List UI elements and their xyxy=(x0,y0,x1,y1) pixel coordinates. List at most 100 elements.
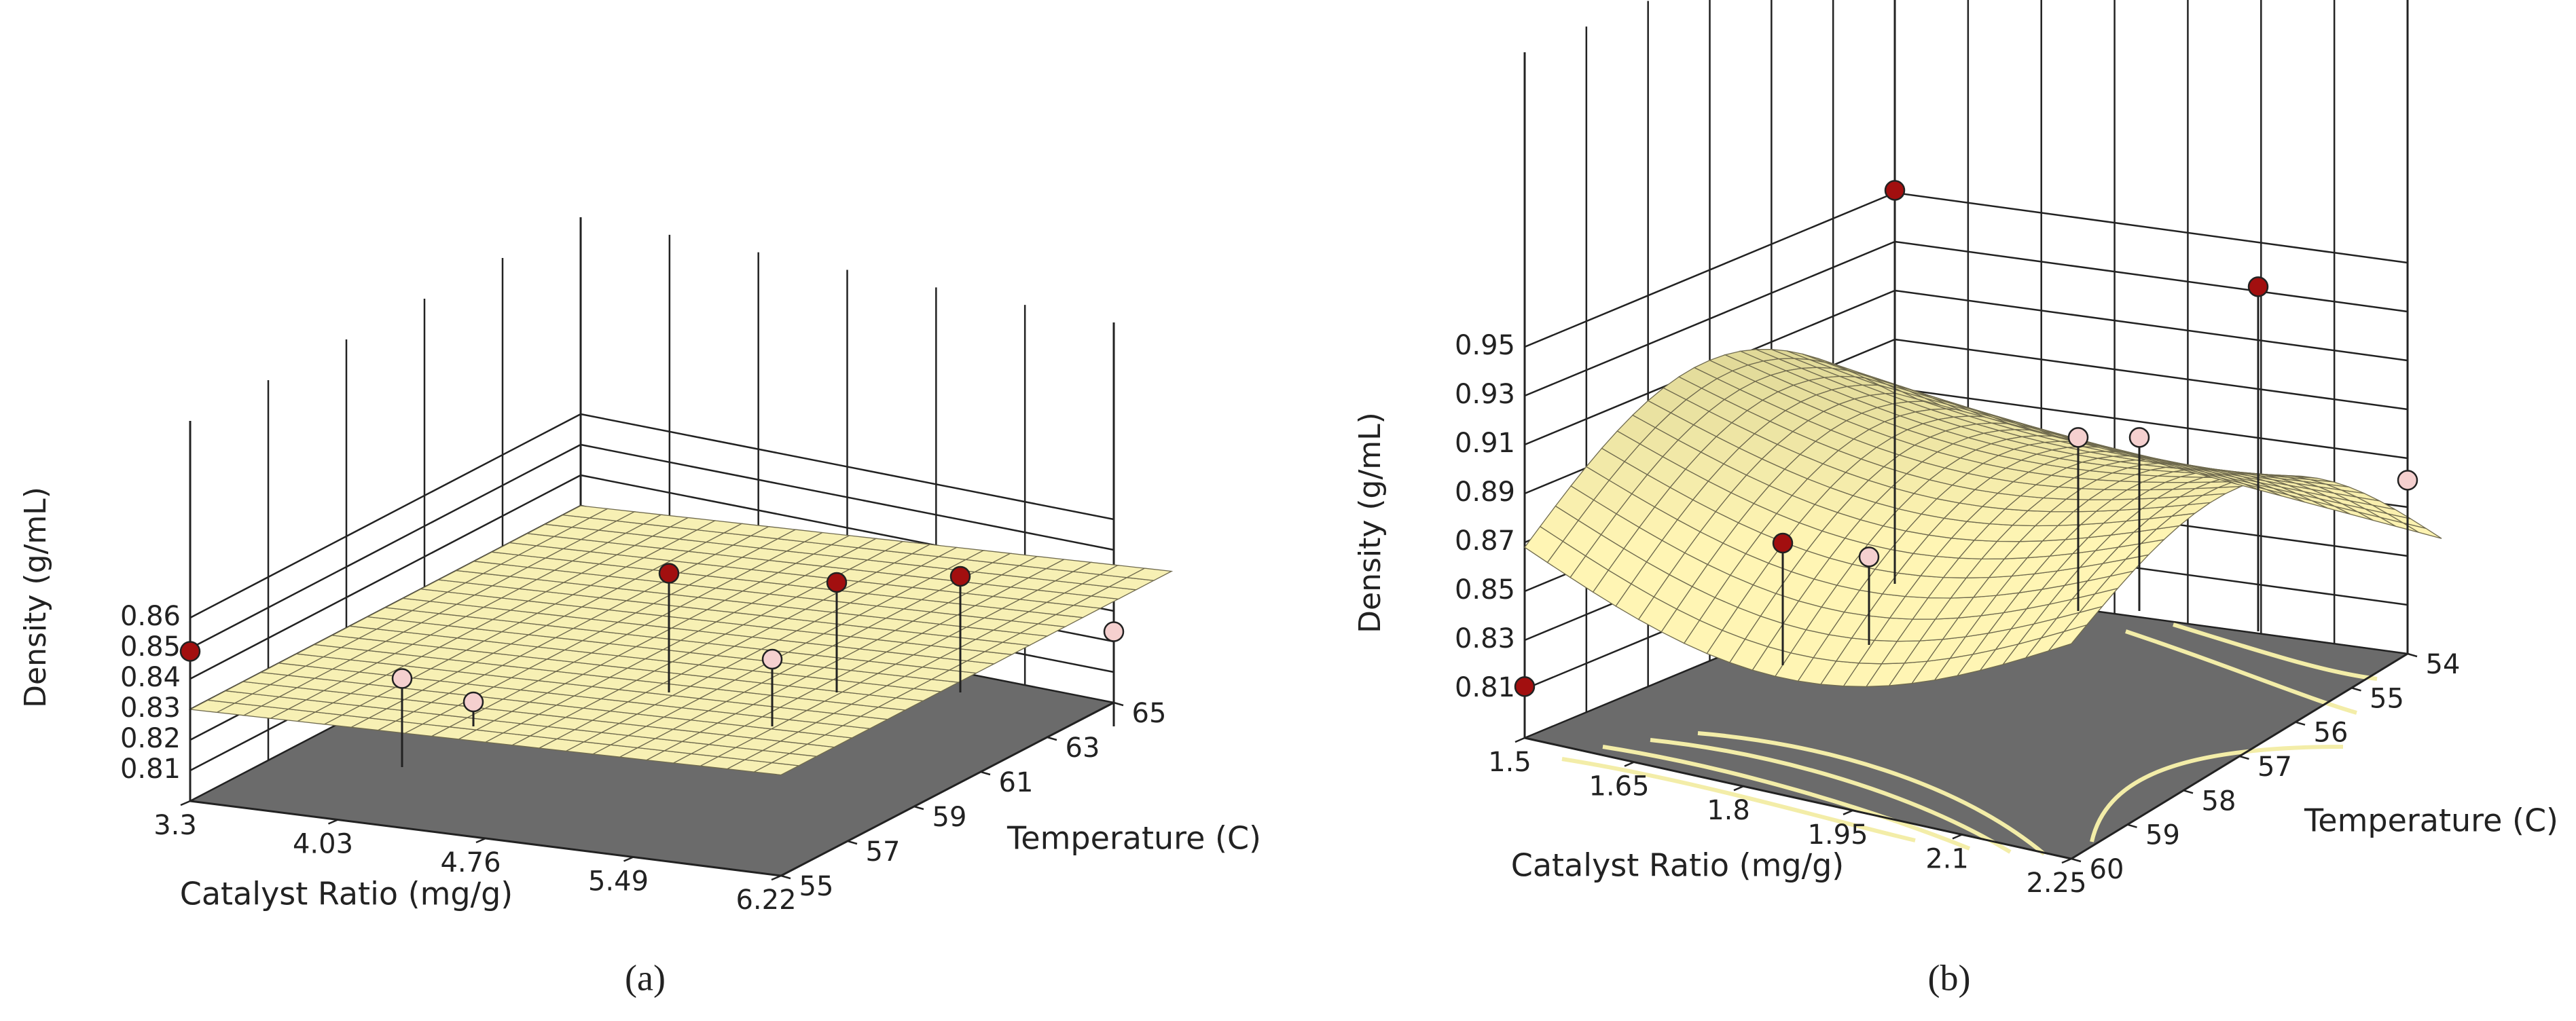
y-tick-label: 55 xyxy=(2370,683,2404,714)
contour-line xyxy=(2125,629,2357,715)
z-tick-label: 0.81 xyxy=(1455,672,1515,703)
z-tick-label: 0.82 xyxy=(120,723,181,754)
y-tick-mark xyxy=(2407,652,2418,658)
z-axis-title: Density (g/mL) xyxy=(1353,412,1387,633)
grid-line-right-wall xyxy=(1894,387,2408,460)
surface-cell xyxy=(2403,522,2442,539)
contour-line xyxy=(1602,745,1971,851)
z-tick-label: 0.95 xyxy=(1455,330,1515,361)
x-tick-label: 1.5 xyxy=(1488,747,1531,778)
z-tick-label: 0.85 xyxy=(120,631,181,663)
grid-line-right-wall xyxy=(1894,240,2408,313)
grid-line-left-wall xyxy=(189,413,581,619)
grid-line-right-wall xyxy=(1894,338,2408,411)
x-tick-mark xyxy=(180,800,191,806)
y-tick-mark xyxy=(2183,790,2194,794)
grid-line-right-wall xyxy=(1894,289,2408,362)
design-point-above xyxy=(1884,180,1906,201)
x-tick-mark xyxy=(623,856,634,862)
x-tick-label: 2.1 xyxy=(1925,843,1969,874)
x-tick-label: 1.95 xyxy=(1807,819,1868,851)
x-tick-label: 2.25 xyxy=(2026,868,2086,899)
design-point-below xyxy=(391,668,413,689)
design-point-above xyxy=(179,641,201,662)
y-tick-label: 57 xyxy=(2257,751,2292,783)
x-tick-label: 4.76 xyxy=(440,847,501,878)
y-tick-mark xyxy=(2351,687,2361,692)
x-tick-mark xyxy=(1733,785,1744,792)
design-point-below xyxy=(1858,546,1880,568)
panel-label: (a) xyxy=(625,957,666,998)
grid-line-left-wall xyxy=(189,443,581,650)
grid-line-left-wall xyxy=(189,474,581,680)
y-tick-label: 61 xyxy=(999,767,1034,798)
design-point-below xyxy=(761,648,783,670)
design-point-above xyxy=(2247,276,2269,297)
x-axis-title: Catalyst Ratio (mg/g) xyxy=(1511,847,1844,884)
y-tick-label: 59 xyxy=(2145,820,2180,851)
design-point-below xyxy=(2128,427,2150,448)
y-tick-mark xyxy=(1113,701,1124,707)
contour-line xyxy=(2090,745,2344,842)
z-tick-label: 0.83 xyxy=(120,692,181,724)
z-tick-label: 0.84 xyxy=(120,662,181,693)
contour-line xyxy=(1561,757,1916,842)
x-tick-label: 5.49 xyxy=(588,866,649,897)
y-tick-mark xyxy=(2071,857,2082,863)
design-point-below xyxy=(1103,621,1125,642)
y-tick-label: 54 xyxy=(2426,649,2461,680)
y-tick-label: 60 xyxy=(2090,854,2124,885)
x-tick-mark xyxy=(2061,857,2072,864)
design-point-above xyxy=(1772,532,1794,554)
x-tick-label: 1.8 xyxy=(1707,795,1750,826)
panel-label: (b) xyxy=(1928,957,1971,998)
grid-line-right-wall xyxy=(1894,191,2408,264)
x-tick-mark xyxy=(328,819,338,825)
y-tick-label: 65 xyxy=(1132,698,1167,729)
y-tick-label: 55 xyxy=(799,871,834,902)
y-tick-mark xyxy=(2239,755,2249,760)
design-point-below xyxy=(462,691,484,713)
y-tick-mark xyxy=(2295,721,2306,726)
x-tick-label: 6.22 xyxy=(736,885,796,916)
x-tick-mark xyxy=(1624,761,1635,767)
y-tick-label: 59 xyxy=(932,802,967,833)
contour-line xyxy=(2173,623,2378,681)
contour-line xyxy=(1697,731,2046,856)
x-tick-label: 4.03 xyxy=(293,829,353,860)
design-point-above xyxy=(949,565,971,587)
y-tick-mark xyxy=(780,874,791,880)
x-tick-mark xyxy=(771,874,782,881)
design-point-above xyxy=(1514,676,1536,697)
design-point-above xyxy=(826,572,848,593)
x-tick-mark xyxy=(475,837,486,844)
y-tick-mark xyxy=(847,840,858,845)
chart-panel-a: 0.860.850.840.830.820.81 3.3 4.03 4.76 5.49 6… xyxy=(18,217,1261,998)
y-tick-mark xyxy=(2127,823,2137,828)
x-tick-mark xyxy=(1843,809,1853,815)
z-tick-label: 0.89 xyxy=(1455,477,1515,508)
y-axis-title: Temperature (C) xyxy=(2304,802,2558,839)
z-tick-label: 0.93 xyxy=(1455,379,1515,410)
x-tick-mark xyxy=(1952,834,1963,840)
z-tick-label: 0.81 xyxy=(120,754,181,785)
y-tick-label: 63 xyxy=(1066,732,1100,764)
design-point-above xyxy=(658,563,680,584)
x-axis-title: Catalyst Ratio (mg/g) xyxy=(180,876,513,912)
z-tick-label: 0.83 xyxy=(1455,623,1515,654)
design-point-below xyxy=(2397,470,2418,491)
axis-edge-y xyxy=(780,701,1114,877)
y-axis-title: Temperature (C) xyxy=(1006,820,1261,857)
chart-panel-b: 0.95 0.93 0.91 0.89 0.87 0.85 0.83 0.81 1.5 1.65 1… xyxy=(1353,0,2558,998)
z-tick-label: 0.91 xyxy=(1455,428,1515,459)
axis-edge-x xyxy=(1524,737,2072,860)
surface-cell xyxy=(1125,568,1174,581)
y-tick-label: 57 xyxy=(866,836,901,868)
z-axis-title: Density (g/mL) xyxy=(18,487,53,708)
y-tick-label: 58 xyxy=(2202,785,2236,817)
x-tick-mark xyxy=(1514,737,1525,743)
z-tick-label: 0.87 xyxy=(1455,525,1515,557)
z-tick-label: 0.86 xyxy=(120,601,181,632)
y-tick-mark xyxy=(980,771,991,776)
